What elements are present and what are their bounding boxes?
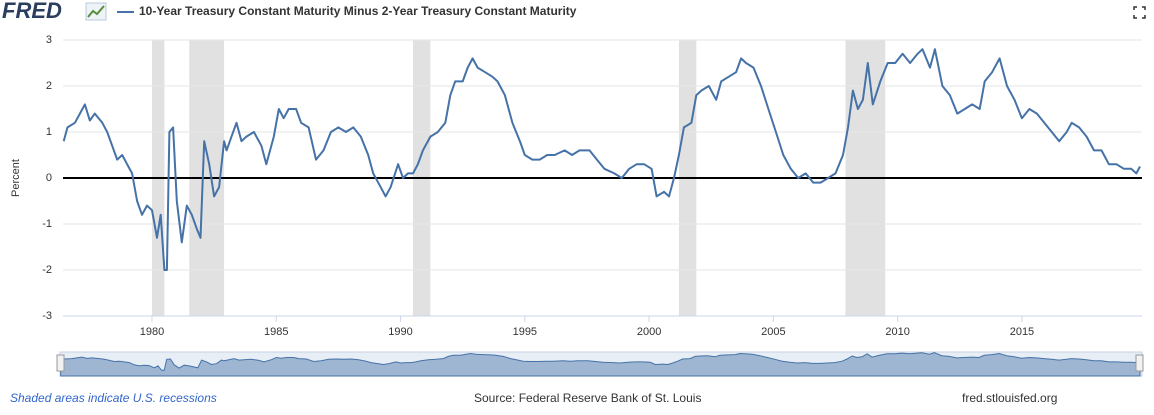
x-tick-label: 1995 bbox=[513, 326, 537, 338]
x-tick-label: 2015 bbox=[1010, 326, 1034, 338]
url[interactable]: fred.stlouisfed.org bbox=[962, 391, 1057, 405]
fullscreen-icon[interactable] bbox=[1133, 6, 1146, 19]
x-tick-label: 2000 bbox=[637, 326, 661, 338]
series-line bbox=[62, 48, 1141, 271]
y-tick-label: 0 bbox=[46, 172, 52, 184]
logo-icon bbox=[85, 2, 107, 21]
y-tick-label: -3 bbox=[42, 310, 52, 322]
x-tick-label: 2010 bbox=[885, 326, 909, 338]
x-tick-label: 2005 bbox=[761, 326, 785, 338]
navigator-area bbox=[60, 352, 1141, 377]
x-tick-label: 1990 bbox=[388, 326, 412, 338]
x-tick-label: 1980 bbox=[140, 326, 164, 338]
plot bbox=[62, 39, 1142, 322]
y-tick-label: 1 bbox=[46, 126, 52, 138]
y-tick-label: 3 bbox=[46, 34, 52, 46]
source: Source: Federal Reserve Bank of St. Loui… bbox=[474, 391, 701, 405]
x-tick-label: 1985 bbox=[264, 326, 288, 338]
y-axis-label: Percent bbox=[10, 159, 22, 197]
legend-label: 10-Year Treasury Constant Maturity Minus… bbox=[139, 4, 577, 18]
logo: FRED bbox=[2, 0, 62, 23]
navigator-handle[interactable] bbox=[56, 354, 65, 372]
y-tick-label: 2 bbox=[46, 80, 52, 92]
navigator[interactable] bbox=[59, 351, 1143, 377]
y-tick-label: -1 bbox=[42, 218, 52, 230]
note: Shaded areas indicate U.S. recessions bbox=[10, 391, 217, 405]
y-tick-label: -2 bbox=[42, 264, 52, 276]
navigator-handle[interactable] bbox=[1135, 354, 1144, 372]
